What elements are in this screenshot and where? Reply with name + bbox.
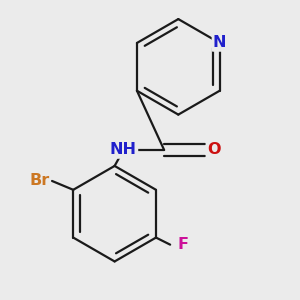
- Text: Br: Br: [29, 173, 50, 188]
- Text: F: F: [177, 237, 188, 252]
- Text: N: N: [213, 35, 226, 50]
- Text: O: O: [207, 142, 220, 158]
- Text: NH: NH: [110, 142, 137, 158]
